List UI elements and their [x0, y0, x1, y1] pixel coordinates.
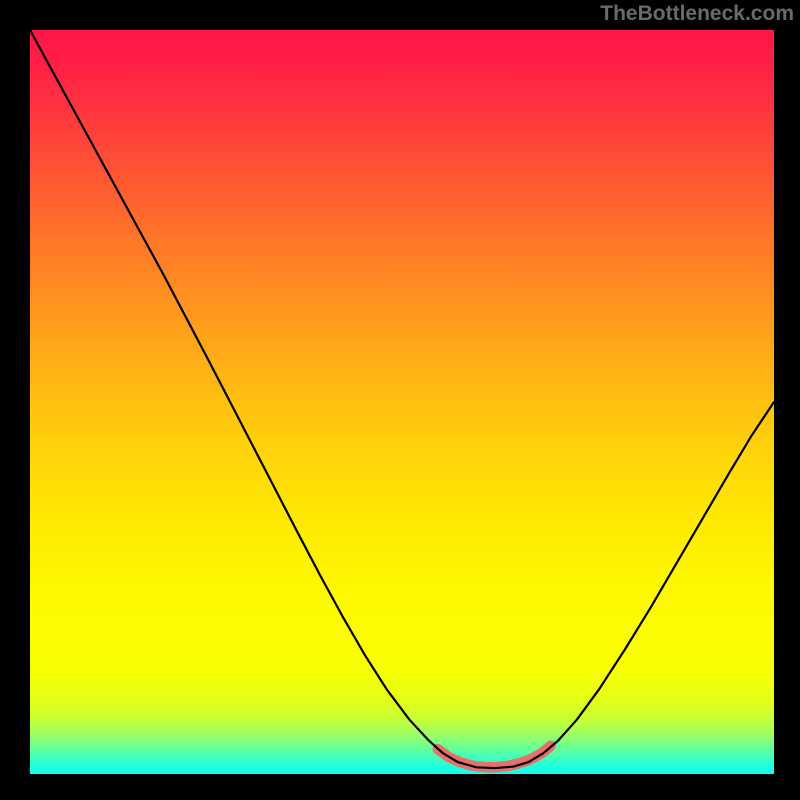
bottleneck-curve [30, 30, 774, 768]
curve-overlay [30, 30, 774, 774]
chart-canvas: TheBottleneck.com [0, 0, 800, 800]
optimal-range-highlight [438, 746, 551, 768]
watermark-link[interactable]: TheBottleneck.com [600, 2, 794, 26]
plot-area [30, 30, 774, 774]
